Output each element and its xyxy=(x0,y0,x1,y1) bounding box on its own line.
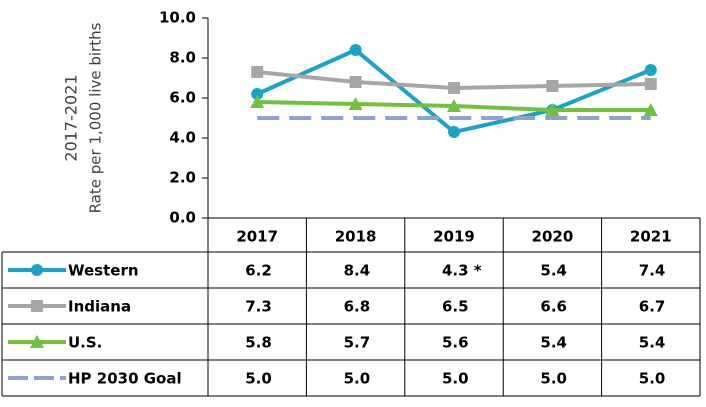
y-tick-label: 0.0 xyxy=(169,209,196,227)
point xyxy=(448,126,460,138)
point xyxy=(250,95,265,108)
x-tick-label: 2020 xyxy=(532,228,574,246)
point xyxy=(349,44,362,56)
x-tick-label: 2019 xyxy=(433,228,475,246)
point xyxy=(448,82,460,94)
y-tick-label: 8.0 xyxy=(169,49,196,67)
legend-label: Indiana xyxy=(68,298,131,316)
point xyxy=(644,78,657,90)
y-tick-label: 6.0 xyxy=(169,89,196,107)
data-label: 7.4 xyxy=(639,262,666,280)
x-tick-label: 2017 xyxy=(236,228,278,246)
data-label: 5.8 xyxy=(245,334,272,352)
point xyxy=(251,88,264,100)
data-label: 5.6 xyxy=(442,334,469,352)
data-label: 6.5 xyxy=(442,298,469,316)
legend-label: U.S. xyxy=(68,334,102,352)
point xyxy=(349,76,362,88)
x-tick-label: 2018 xyxy=(335,228,377,246)
y-axis-label: Rate per 1,000 live births xyxy=(87,22,105,213)
data-label: 6.7 xyxy=(639,298,666,316)
x-tick-label: 2021 xyxy=(630,228,672,246)
data-label: 5.0 xyxy=(245,370,272,388)
data-label: 6.2 xyxy=(245,262,272,280)
point xyxy=(545,103,560,116)
point xyxy=(546,80,559,92)
data-label: 8.4 xyxy=(344,262,371,280)
y-tick-label: 2.0 xyxy=(169,169,196,187)
legend-label: HP 2030 Goal xyxy=(68,370,182,388)
point xyxy=(251,66,264,78)
legend-marker xyxy=(31,300,43,312)
legend-marker xyxy=(31,264,43,276)
point xyxy=(447,99,461,112)
data-label: 7.3 xyxy=(245,298,272,316)
data-label: 6.8 xyxy=(344,298,371,316)
data-label: 5.0 xyxy=(344,370,371,388)
data-label: 5.7 xyxy=(344,334,371,352)
data-label: 5.0 xyxy=(639,370,666,388)
point xyxy=(643,103,658,116)
y-tick-label: 4.0 xyxy=(169,129,196,147)
data-label: 5.4 xyxy=(540,334,567,352)
y-axis-label: 2017-2021 xyxy=(62,74,81,161)
data-label: 5.0 xyxy=(540,370,567,388)
data-label: 5.4 xyxy=(540,262,567,280)
data-label: 5.0 xyxy=(442,370,469,388)
y-tick-label: 10.0 xyxy=(159,9,196,27)
legend-marker xyxy=(30,335,44,348)
legend-label: Western xyxy=(68,262,139,280)
data-label: 4.3 * xyxy=(442,262,482,280)
point xyxy=(644,64,657,76)
data-label: 5.4 xyxy=(639,334,666,352)
data-label: 6.6 xyxy=(540,298,567,316)
point xyxy=(348,97,363,110)
